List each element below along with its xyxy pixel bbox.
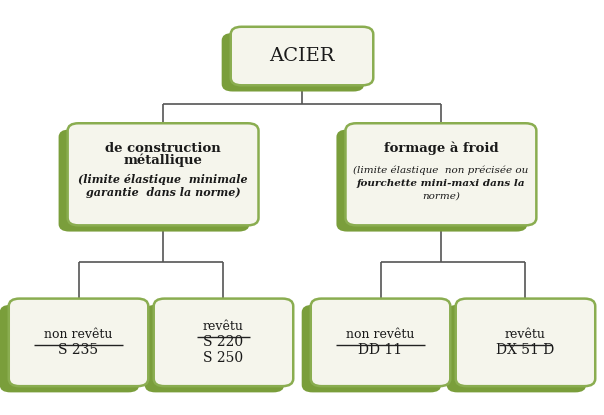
- FancyBboxPatch shape: [153, 299, 293, 386]
- Text: formage à froid: formage à froid: [384, 142, 498, 155]
- Text: S 235: S 235: [59, 343, 98, 357]
- Text: ACIER: ACIER: [269, 47, 335, 65]
- Text: S 250: S 250: [204, 351, 243, 365]
- Text: DD 11: DD 11: [358, 343, 403, 357]
- FancyBboxPatch shape: [68, 123, 259, 225]
- FancyBboxPatch shape: [301, 305, 441, 393]
- FancyBboxPatch shape: [455, 299, 595, 386]
- FancyBboxPatch shape: [0, 305, 139, 393]
- FancyBboxPatch shape: [231, 27, 373, 85]
- Text: norme): norme): [422, 191, 460, 200]
- Text: revêtu: revêtu: [505, 328, 546, 341]
- Text: (limite élastique  non précisée ou: (limite élastique non précisée ou: [353, 166, 528, 175]
- Text: non revêtu: non revêtu: [44, 328, 113, 341]
- FancyBboxPatch shape: [345, 123, 536, 225]
- FancyBboxPatch shape: [310, 299, 450, 386]
- FancyBboxPatch shape: [222, 33, 364, 92]
- FancyBboxPatch shape: [145, 305, 284, 393]
- Text: S 220: S 220: [204, 335, 243, 349]
- Text: fourchette mini-maxi dans la: fourchette mini-maxi dans la: [356, 179, 525, 188]
- Text: de construction: de construction: [105, 142, 221, 155]
- Text: DX 51 D: DX 51 D: [496, 343, 554, 357]
- FancyBboxPatch shape: [8, 299, 149, 386]
- FancyBboxPatch shape: [59, 129, 249, 232]
- Text: non revêtu: non revêtu: [346, 328, 415, 341]
- Text: (limite élastique  minimale: (limite élastique minimale: [79, 174, 248, 185]
- FancyBboxPatch shape: [336, 129, 527, 232]
- Text: métallique: métallique: [124, 154, 202, 167]
- FancyBboxPatch shape: [446, 305, 586, 393]
- Text: revêtu: revêtu: [203, 320, 244, 333]
- Text: garantie  dans la norme): garantie dans la norme): [86, 188, 240, 198]
